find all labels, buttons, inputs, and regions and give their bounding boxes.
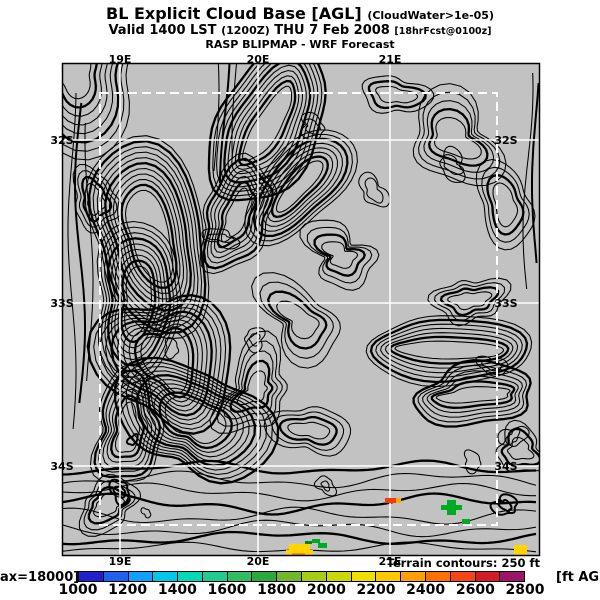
colorbar-tick-label: 1400 — [157, 582, 197, 598]
cloudbase-patch — [312, 539, 320, 543]
colorbar-segment — [103, 572, 129, 581]
colorbar-segment — [475, 572, 501, 581]
colorbar-tick-label: 2600 — [455, 582, 495, 598]
title-block: BL Explicit Cloud Base [AGL] (CloudWater… — [0, 4, 600, 52]
lon-label-bottom: 20E — [247, 555, 270, 568]
cloudbase-patch — [514, 545, 527, 556]
colorbar-segment — [277, 572, 303, 581]
terrain-contours — [62, 63, 540, 553]
valid-time-line: Valid 1400 LST (1200Z) THU 7 Feb 2008 [1… — [0, 23, 600, 39]
colorbar-tick-label: 1600 — [207, 582, 247, 598]
colorbar-segment — [178, 572, 203, 581]
colorbar-segment — [79, 572, 104, 581]
colorbar — [78, 571, 525, 582]
terrain-contours-note: Terrain contours: 250 ft — [386, 556, 540, 570]
page-title-line: BL Explicit Cloud Base [AGL] (CloudWater… — [0, 4, 600, 23]
lat-label-right: 32S — [494, 134, 517, 147]
cloudbase-patch — [447, 510, 456, 515]
cloudbase-patch — [289, 544, 310, 550]
cloudbase-patch — [441, 505, 462, 510]
cloudbase-patches — [286, 498, 527, 556]
page-title: BL Explicit Cloud Base [AGL] — [106, 4, 362, 23]
valid-zulu: (1200Z) — [221, 24, 270, 38]
lon-label-bottom: 21E — [379, 555, 402, 568]
colorbar-segment — [351, 572, 377, 581]
lon-label-bottom: 19E — [109, 555, 132, 568]
colorbar-tick-label: 2000 — [306, 582, 346, 598]
colorbar-segment — [401, 572, 426, 581]
lat-label-right: 33S — [494, 297, 517, 310]
colorbar-tick-label: 2800 — [505, 582, 545, 598]
colorbar-tick-label: 2200 — [356, 582, 396, 598]
cloudbase-patch — [396, 498, 401, 503]
colorbar-segment — [376, 572, 402, 581]
map-border — [61, 62, 541, 557]
colorbar-segment — [450, 572, 476, 581]
colorbar-segment — [425, 572, 451, 581]
cloudbase-patch — [305, 541, 312, 544]
domain-boundary-box — [99, 92, 498, 526]
grid-lines — [62, 63, 540, 556]
colorbar-tick-label: 1800 — [257, 582, 297, 598]
colorbar-segment — [500, 572, 525, 581]
cloudbase-patch — [462, 519, 470, 524]
cloudbase-patch — [292, 553, 305, 556]
colorbar-segment — [153, 572, 179, 581]
map-clip-group — [62, 63, 540, 556]
title-qualifier: (CloudWater>1e-05) — [367, 9, 494, 22]
colorbar-tick-label: 2400 — [406, 582, 446, 598]
cloudbase-patch — [447, 500, 456, 505]
max-value-note: ax=18000] — [0, 570, 80, 585]
colorbar-segment — [302, 572, 327, 581]
colorbar-segment — [128, 572, 154, 581]
colorbar-segment — [202, 572, 228, 581]
colorbar-segment — [326, 572, 352, 581]
lat-label-right: 34S — [494, 460, 517, 473]
cloudbase-patch — [385, 498, 396, 503]
model-line: RASP BLIPMAP - WRF Forecast — [205, 38, 395, 52]
valid-date: THU 7 Feb 2008 — [274, 23, 390, 39]
colorbar-tick-label: 1200 — [108, 582, 148, 598]
valid-prefix: Valid 1400 LST — [108, 23, 217, 39]
valid-fcst: [18hrFcst@0100z] — [394, 26, 492, 38]
colorbar-tick-label: 1000 — [58, 582, 98, 598]
units-note: [ft AGL - n — [556, 570, 600, 585]
colorbar-segment — [227, 572, 253, 581]
cloudbase-patch — [318, 543, 327, 548]
colorbar-segment — [252, 572, 278, 581]
